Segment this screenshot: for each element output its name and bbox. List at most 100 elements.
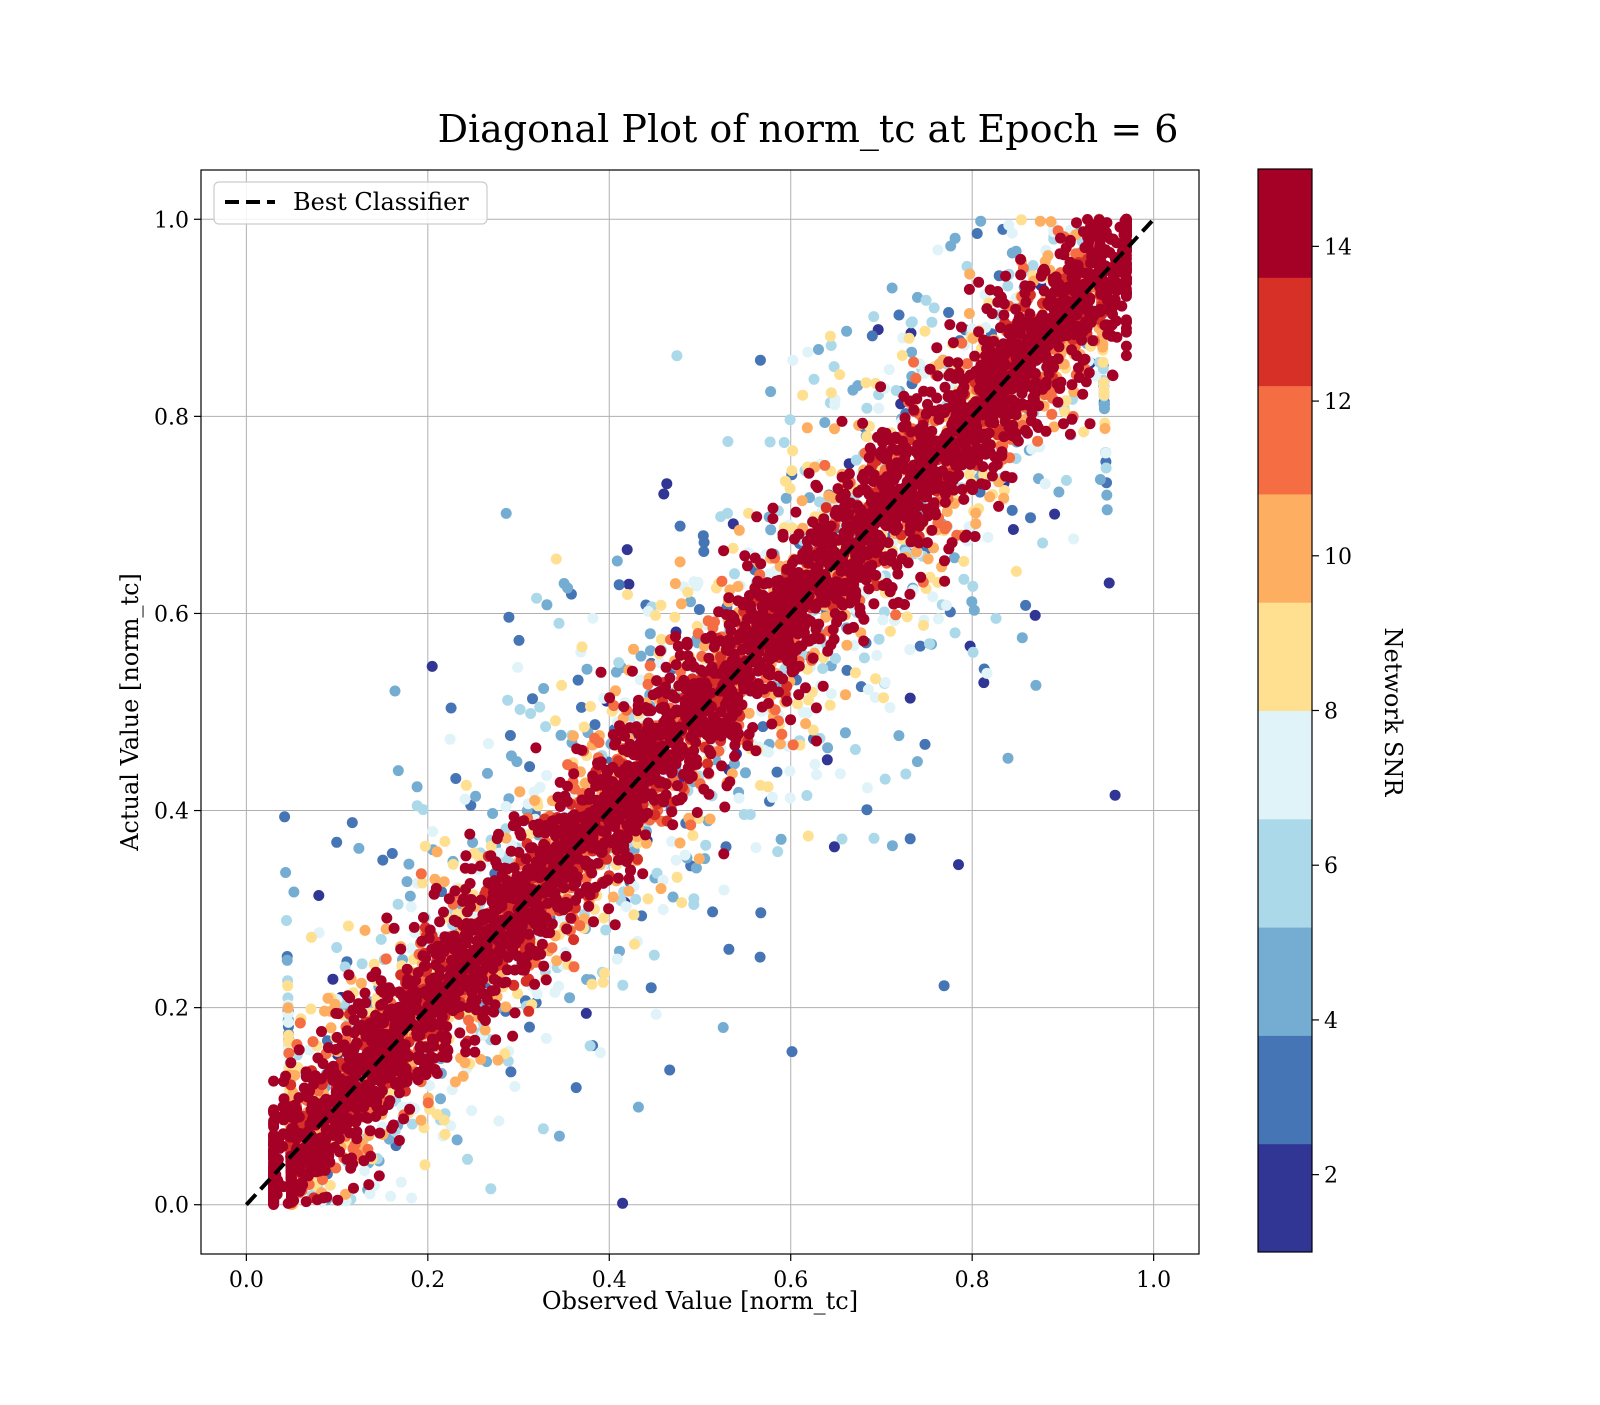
scatter-point bbox=[596, 667, 607, 678]
scatter-point bbox=[525, 708, 536, 719]
scatter-point bbox=[493, 1116, 504, 1127]
scatter-point bbox=[680, 850, 691, 861]
scatter-point bbox=[598, 977, 609, 988]
scatter-point bbox=[781, 493, 792, 504]
scatter-point bbox=[332, 1195, 343, 1206]
scatter-point bbox=[920, 739, 931, 750]
scatter-point bbox=[439, 1115, 450, 1126]
scatter-point bbox=[412, 781, 423, 792]
scatter-point bbox=[863, 684, 874, 695]
scatter-point bbox=[1099, 402, 1110, 413]
scatter-point bbox=[902, 611, 913, 622]
scatter-point bbox=[801, 790, 812, 801]
scatter-point bbox=[595, 1047, 606, 1058]
scatter-point bbox=[823, 490, 834, 501]
scatter-point bbox=[612, 954, 623, 965]
scatter-point bbox=[755, 952, 766, 963]
scatter-point bbox=[1035, 216, 1046, 227]
scatter-point bbox=[627, 666, 638, 677]
scatter-point bbox=[439, 836, 450, 847]
scatter-point bbox=[700, 840, 711, 851]
scatter-point bbox=[331, 837, 342, 848]
scatter-point bbox=[622, 589, 633, 600]
scatter-point bbox=[585, 1040, 596, 1051]
scatter-point bbox=[463, 1015, 474, 1026]
scatter-point bbox=[1008, 524, 1019, 535]
scatter-point bbox=[939, 555, 950, 566]
scatter-point bbox=[691, 863, 702, 874]
scatter-point bbox=[396, 1177, 407, 1188]
scatter-point bbox=[719, 885, 730, 896]
scatter-point bbox=[405, 891, 416, 902]
scatter-point bbox=[288, 887, 299, 898]
scatter-point bbox=[887, 840, 898, 851]
scatter-point bbox=[1046, 216, 1057, 227]
scatter-point bbox=[850, 744, 861, 755]
scatter-point bbox=[716, 760, 727, 771]
scatter-point bbox=[837, 834, 848, 845]
scatter-point bbox=[331, 942, 342, 953]
scatter-point bbox=[623, 886, 634, 897]
scatter-point bbox=[617, 1198, 628, 1209]
scatter-point bbox=[750, 842, 761, 853]
scatter-point bbox=[776, 834, 787, 845]
scatter-point bbox=[825, 700, 836, 711]
scatter-point bbox=[360, 988, 371, 999]
scatter-point bbox=[859, 652, 870, 663]
scatter-point bbox=[462, 1154, 473, 1165]
scatter-point bbox=[671, 350, 682, 361]
scatter-point bbox=[943, 307, 954, 318]
scatter-point bbox=[1095, 474, 1106, 485]
scatter-point bbox=[403, 859, 414, 870]
scatter-point bbox=[282, 980, 293, 991]
scatter-point bbox=[585, 701, 596, 712]
scatter-point bbox=[787, 1046, 798, 1057]
scatter-point bbox=[541, 1033, 552, 1044]
scatter-point bbox=[719, 802, 730, 813]
scatter-point bbox=[651, 675, 662, 686]
scatter-point bbox=[1032, 436, 1043, 447]
scatter-point bbox=[912, 756, 923, 767]
scatter-point bbox=[835, 768, 846, 779]
scatter-point bbox=[826, 340, 837, 351]
scatter-point bbox=[875, 381, 886, 392]
scatter-point bbox=[485, 1183, 496, 1194]
scatter-point bbox=[305, 1004, 316, 1015]
scatter-point bbox=[682, 587, 693, 598]
scatter-point bbox=[554, 1131, 565, 1142]
scatter-point bbox=[402, 964, 413, 975]
scatter-point bbox=[1049, 509, 1060, 520]
scatter-point bbox=[1030, 680, 1041, 691]
scatter-point bbox=[535, 782, 546, 793]
scatter-point bbox=[867, 330, 878, 341]
scatter-point bbox=[878, 692, 889, 703]
scatter-point bbox=[817, 663, 828, 674]
scatter-point bbox=[402, 876, 413, 887]
scatter-point bbox=[940, 523, 951, 534]
scatter-point bbox=[877, 615, 888, 626]
scatter-point bbox=[514, 635, 525, 646]
scatter-point bbox=[786, 465, 797, 476]
scatter-point bbox=[376, 934, 387, 945]
scatter-point bbox=[870, 673, 881, 684]
scatter-point bbox=[967, 581, 978, 592]
scatter-point bbox=[502, 695, 513, 706]
scatter-point bbox=[991, 613, 1002, 624]
scatter-point bbox=[905, 833, 916, 844]
scatter-point bbox=[393, 765, 404, 776]
scatter-point bbox=[915, 641, 926, 652]
scatter-point bbox=[811, 769, 822, 780]
scatter-point bbox=[966, 596, 977, 607]
scatter-point bbox=[568, 934, 579, 945]
scatter-point bbox=[551, 955, 562, 966]
scatter-point bbox=[541, 599, 552, 610]
scatter-point bbox=[1053, 487, 1064, 498]
scatter-point bbox=[656, 600, 667, 611]
scatter-point bbox=[779, 437, 790, 448]
scatter-point bbox=[772, 767, 783, 778]
scatter-point bbox=[523, 1006, 534, 1017]
scatter-point bbox=[475, 895, 486, 906]
scatter-point bbox=[797, 390, 808, 401]
scatter-point bbox=[792, 698, 803, 709]
